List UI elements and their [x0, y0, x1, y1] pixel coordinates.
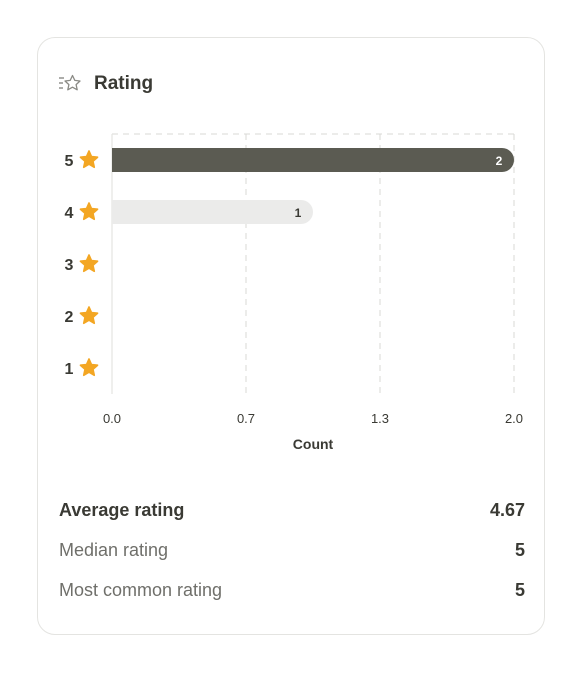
- stat-row-average: Average rating 4.67: [59, 498, 525, 522]
- rating-bar-chart: 0.0 0.7 1.3 2.0 Count 5 2 4 1 3 2 1: [65, 133, 523, 452]
- stat-value: 4.67: [489, 499, 525, 520]
- rating-stats: Average rating 4.67 Median rating 5 Most…: [59, 498, 525, 608]
- card-title: Rating: [94, 73, 154, 94]
- bar-value-label: 1: [295, 206, 302, 220]
- stat-label: Median rating: [59, 539, 169, 560]
- stat-row-median: Median rating 5: [59, 538, 525, 562]
- bar: [112, 148, 514, 172]
- y-tick-label: 5: [65, 153, 74, 170]
- bar-value-label: 2: [496, 154, 503, 168]
- x-tick-label: 1.3: [371, 411, 389, 426]
- stat-value: 5: [514, 539, 525, 560]
- bar-left-cap: [112, 200, 124, 224]
- y-tick-label: 2: [65, 309, 74, 326]
- y-tick-label: 3: [65, 257, 74, 274]
- star-icon: [79, 254, 99, 273]
- stat-value: 5: [514, 579, 525, 600]
- x-axis-label: Count: [293, 436, 334, 452]
- star-icon: [79, 202, 99, 221]
- y-tick-label: 1: [65, 361, 74, 378]
- bar: [112, 200, 313, 224]
- star-icon: [79, 358, 99, 377]
- star-icon: [79, 306, 99, 325]
- stat-label: Most common rating: [59, 579, 223, 600]
- card-header: Rating: [58, 72, 153, 96]
- bar-left-cap: [112, 148, 124, 172]
- x-tick-label: 0.7: [237, 411, 255, 426]
- stat-row-most-common: Most common rating 5: [59, 578, 525, 602]
- stat-label: Average rating: [59, 499, 185, 520]
- y-tick-label: 4: [65, 205, 74, 222]
- x-tick-label: 2.0: [505, 411, 523, 426]
- rating-card: Rating 0.0 0.7 1.3 2.0 Count 5 2 4 1 3 2 1 Average …: [37, 37, 545, 635]
- x-tick-label: 0.0: [103, 411, 121, 426]
- star-list-icon: [58, 73, 82, 95]
- star-icon: [79, 150, 99, 169]
